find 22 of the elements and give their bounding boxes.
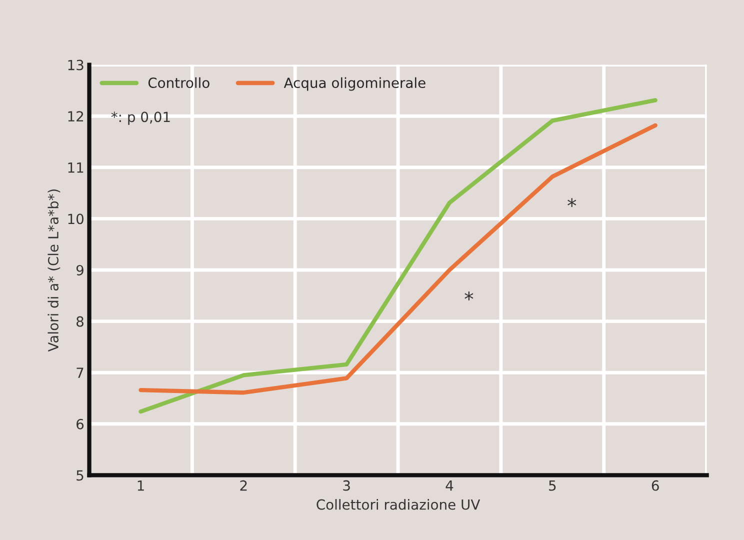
y-tick-label: 10 [68,214,84,224]
x-tick-label: 4 [446,480,454,491]
y-tick-label: 13 [68,60,84,70]
x-tick-label: 2 [240,480,247,491]
legend-label: Acqua oligominerale [284,77,426,91]
y-tick-label: 11 [68,162,84,173]
annotation: * [568,198,576,207]
y-tick-label: 7 [76,368,84,378]
y-tick-label: 6 [76,418,84,430]
y-tick-label: 12 [68,111,84,122]
x-tick-label: 3 [343,480,350,491]
legend-label: Controllo [148,77,210,88]
annotation: *: p 0,01 [111,112,170,125]
x-tick-label: 1 [138,480,144,491]
y-tick-label: 8 [76,316,84,327]
y-tick-label: 9 [76,264,84,276]
annotation: * [464,291,474,300]
y-tick-label: 5 [76,470,84,481]
x-tick-label: 5 [549,480,556,491]
x-axis-title: Collettori radiazione UV [316,499,480,510]
x-tick-label: 6 [652,480,659,491]
y-axis-title: Valori di a* (Cle L*a*b*) [48,189,60,352]
